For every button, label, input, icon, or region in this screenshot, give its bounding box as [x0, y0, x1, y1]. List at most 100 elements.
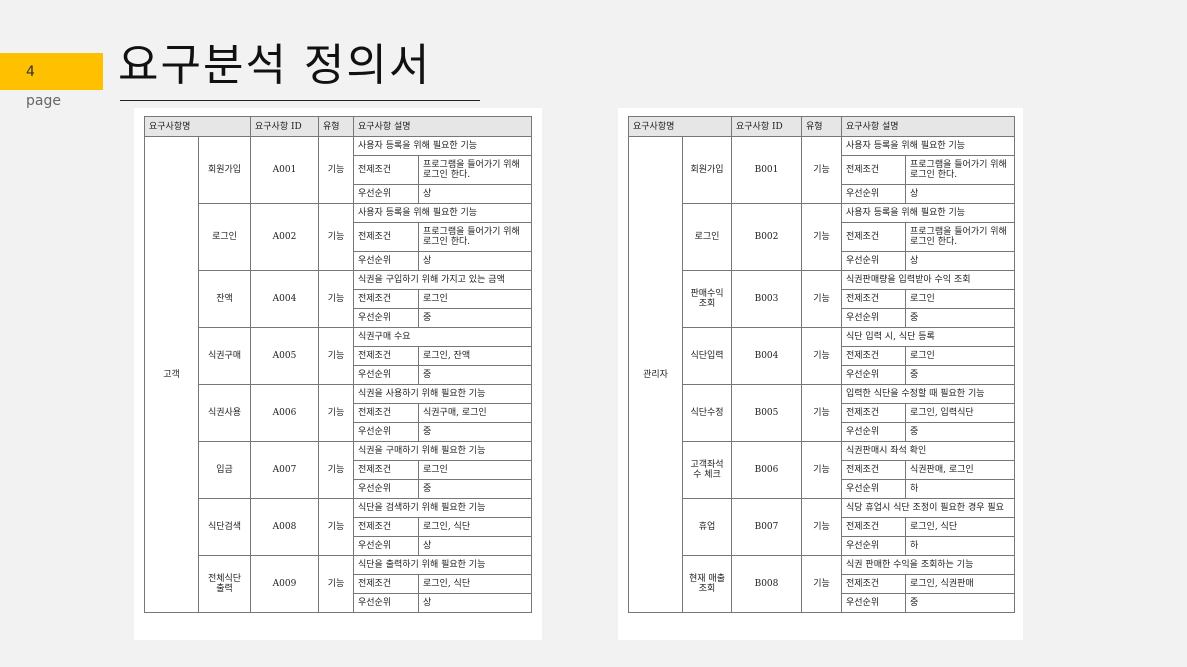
requirement-name: 로그인: [198, 203, 251, 271]
priority-value: 중: [417, 422, 533, 442]
priority-label: 우선순위: [353, 251, 419, 271]
requirement-name: 식단입력: [682, 327, 732, 385]
title-underline: [120, 100, 480, 101]
table-header-row: 요구사항명 요구사항 ID 유형 요구사항 설명: [144, 116, 533, 137]
precondition-value: 로그인, 식단: [904, 517, 1016, 537]
requirement-description: 사용자 등록을 위해 필요한 기능: [352, 136, 533, 156]
requirement-type: 기능: [318, 441, 354, 499]
precondition-label: 전제조건: [353, 403, 419, 423]
header-description: 요구사항 설명: [352, 116, 533, 137]
requirement-type: 기능: [318, 327, 354, 385]
priority-value: 상: [904, 184, 1016, 204]
slide-title: 요구분석 정의서: [118, 40, 432, 91]
actor-cell: 고객: [144, 136, 199, 613]
requirement-id: B007: [731, 498, 802, 556]
priority-value: 중: [904, 422, 1016, 442]
table-row: 우선순위 중: [145, 365, 533, 385]
table-row: 전제조건 로그인: [629, 346, 1016, 366]
priority-label: 우선순위: [353, 184, 419, 204]
header-type: 유형: [318, 116, 354, 137]
table-row: 우선순위 중: [629, 422, 1016, 442]
precondition-label: 전제조건: [841, 574, 906, 594]
priority-label: 우선순위: [353, 536, 419, 556]
requirement-description: 식권판매량을 입력받아 수익 조회: [840, 270, 1016, 290]
requirement-id: A004: [250, 270, 319, 328]
precondition-label: 전제조건: [841, 403, 906, 423]
priority-label: 우선순위: [841, 422, 906, 442]
priority-label: 우선순위: [353, 593, 419, 613]
table-row: 전제조건 로그인, 식단: [145, 574, 533, 594]
precondition-value: 로그인: [904, 346, 1016, 366]
requirement-name: 입금: [198, 441, 251, 499]
priority-value: 상: [417, 536, 533, 556]
requirement-type: 기능: [801, 498, 842, 556]
requirement-name: 로그인: [682, 203, 732, 271]
left-requirements-table: 요구사항명 요구사항 ID 유형 요구사항 설명 고객 회원가입 A001 기능 사용자…: [144, 116, 533, 613]
priority-value: 상: [417, 251, 533, 271]
requirement-description: 식권 판매한 수익을 조회하는 기능: [840, 555, 1016, 575]
priority-label: 우선순위: [841, 308, 906, 328]
table-row: 우선순위 중: [629, 593, 1016, 613]
precondition-label: 전제조건: [841, 460, 906, 480]
actor-cell: 관리자: [628, 136, 683, 613]
requirement-id: B004: [731, 327, 802, 385]
table-row: 식단입력 B004 기능 식단 입력 시, 식단 등록: [629, 327, 1016, 385]
slide-number-box: [0, 53, 103, 90]
requirement-type: 기능: [318, 136, 354, 204]
requirement-type: 기능: [801, 327, 842, 385]
precondition-value: 로그인, 잔액: [417, 346, 533, 366]
priority-label: 우선순위: [353, 422, 419, 442]
header-requirement-id: 요구사항 ID: [731, 116, 802, 137]
table-row: 로그인 B002 기능 사용자 등록을 위해 필요한 기능: [629, 203, 1016, 271]
requirement-type: 기능: [318, 555, 354, 613]
header-requirement-name: 요구사항명: [628, 116, 732, 137]
precondition-label: 전제조건: [353, 155, 419, 185]
table-row: 식단수정 B005 기능 입력한 식단을 수정할 때 필요한 기능: [629, 384, 1016, 442]
table-row: 우선순위 하: [629, 536, 1016, 556]
requirement-name: 휴업: [682, 498, 732, 556]
table-row: 고객좌석 수 체크 B006 기능 식권판매시 좌석 확인: [629, 441, 1016, 499]
requirement-type: 기능: [318, 498, 354, 556]
table-row: 식권사용 A006 기능 식권을 사용하기 위해 필요한 기능: [145, 384, 533, 442]
requirement-type: 기능: [801, 203, 842, 271]
requirement-description: 사용자 등록을 위해 필요한 기능: [840, 136, 1016, 156]
table-row: 고객 회원가입 A001 기능 사용자 등록을 위해 필요한 기능: [144, 136, 533, 613]
precondition-label: 전제조건: [353, 460, 419, 480]
requirement-description: 식권구매 수요: [352, 327, 533, 347]
precondition-label: 전제조건: [841, 517, 906, 537]
precondition-label: 전제조건: [841, 289, 906, 309]
precondition-value: 로그인: [417, 289, 533, 309]
requirement-name: 판매수익 조회: [682, 270, 732, 328]
requirement-type: 기능: [801, 270, 842, 328]
precondition-value: 식권구매, 로그인: [417, 403, 533, 423]
requirement-description: 식권판매시 좌석 확인: [840, 441, 1016, 461]
requirement-id: A006: [250, 384, 319, 442]
requirement-type: 기능: [318, 203, 354, 271]
precondition-label: 전제조건: [353, 574, 419, 594]
priority-label: 우선순위: [841, 593, 906, 613]
table-row: 입금 A007 기능 식권을 구매하기 위해 필요한 기능: [145, 441, 533, 499]
priority-label: 우선순위: [841, 184, 906, 204]
requirement-description: 식권을 사용하기 위해 필요한 기능: [352, 384, 533, 404]
table-row: 로그인 A002 기능 사용자 등록을 위해 필요한 기능: [145, 203, 533, 271]
requirement-description: 식단을 검색하기 위해 필요한 기능: [352, 498, 533, 518]
header-requirement-name: 요구사항명: [144, 116, 251, 137]
requirement-description: 식권을 구매하기 위해 필요한 기능: [352, 441, 533, 461]
table-row: 휴업 B007 기능 식당 휴업시 식단 조정이 필요한 경우 필요: [629, 498, 1016, 556]
precondition-label: 전제조건: [841, 222, 906, 252]
table-row: 판매수익 조회 B003 기능 식권판매량을 입력받아 수익 조회: [629, 270, 1016, 328]
table-row: 우선순위 하: [629, 479, 1016, 499]
precondition-value: 프로그램을 들어가기 위해 로그인 한다.: [904, 222, 1016, 252]
table-row: 현재 매출 조회 B008 기능 식권 판매한 수익을 조회하는 기능: [629, 555, 1016, 613]
priority-label: 우선순위: [841, 536, 906, 556]
requirement-id: A001: [250, 136, 319, 204]
priority-value: 중: [904, 365, 1016, 385]
priority-value: 상: [417, 593, 533, 613]
priority-value: 중: [417, 365, 533, 385]
precondition-label: 전제조건: [353, 289, 419, 309]
priority-label: 우선순위: [353, 365, 419, 385]
table-row: 식단검색 A008 기능 식단을 검색하기 위해 필요한 기능: [145, 498, 533, 556]
requirement-name: 식단검색: [198, 498, 251, 556]
table-row: 전제조건 로그인, 식단: [145, 517, 533, 537]
priority-label: 우선순위: [841, 479, 906, 499]
